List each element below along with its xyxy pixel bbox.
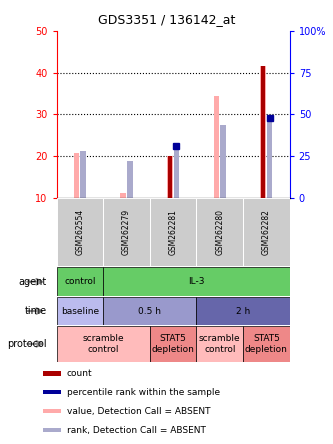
Text: protocol: protocol bbox=[7, 339, 47, 349]
Bar bbox=[43, 372, 61, 376]
Text: GSM262280: GSM262280 bbox=[215, 209, 224, 255]
Text: 0.5 h: 0.5 h bbox=[138, 306, 162, 316]
Bar bbox=[261, 67, 265, 198]
Text: scramble
control: scramble control bbox=[83, 334, 124, 353]
Bar bbox=[43, 428, 61, 432]
Text: GSM262282: GSM262282 bbox=[262, 209, 271, 255]
Bar bbox=[214, 95, 219, 198]
Bar bbox=[121, 194, 126, 198]
Text: 2 h: 2 h bbox=[236, 306, 250, 316]
Bar bbox=[167, 156, 173, 198]
Bar bbox=[43, 390, 61, 394]
Bar bbox=[103, 198, 150, 266]
Bar bbox=[243, 326, 290, 362]
Text: time: time bbox=[25, 306, 47, 316]
Bar bbox=[43, 409, 61, 413]
Text: count: count bbox=[67, 369, 93, 378]
Bar bbox=[196, 198, 243, 266]
Text: agent: agent bbox=[18, 277, 47, 287]
Bar bbox=[150, 326, 196, 362]
Bar bbox=[150, 198, 196, 266]
Bar bbox=[103, 297, 196, 325]
Bar bbox=[173, 147, 179, 198]
Text: scramble
control: scramble control bbox=[199, 334, 240, 353]
Text: STAT5
depletion: STAT5 depletion bbox=[152, 334, 194, 353]
Text: GSM262279: GSM262279 bbox=[122, 209, 131, 255]
Bar bbox=[74, 153, 80, 198]
Text: rank, Detection Call = ABSENT: rank, Detection Call = ABSENT bbox=[67, 426, 206, 435]
Bar bbox=[57, 198, 103, 266]
Bar bbox=[220, 125, 226, 198]
Text: IL-3: IL-3 bbox=[188, 277, 205, 286]
Bar bbox=[80, 151, 86, 198]
Text: GSM262281: GSM262281 bbox=[168, 209, 178, 255]
Bar bbox=[103, 267, 290, 296]
Text: GDS3351 / 136142_at: GDS3351 / 136142_at bbox=[98, 13, 235, 26]
Bar bbox=[267, 119, 272, 198]
Bar bbox=[127, 161, 133, 198]
Text: control: control bbox=[64, 277, 96, 286]
Text: GSM262554: GSM262554 bbox=[75, 209, 85, 255]
Text: percentile rank within the sample: percentile rank within the sample bbox=[67, 388, 220, 397]
Bar bbox=[57, 326, 150, 362]
Bar bbox=[243, 198, 290, 266]
Bar bbox=[57, 297, 103, 325]
Bar bbox=[196, 326, 243, 362]
Text: value, Detection Call = ABSENT: value, Detection Call = ABSENT bbox=[67, 407, 210, 416]
Bar bbox=[168, 156, 172, 198]
Bar bbox=[196, 297, 290, 325]
Text: STAT5
depletion: STAT5 depletion bbox=[245, 334, 288, 353]
Bar bbox=[57, 267, 103, 296]
Bar bbox=[260, 67, 266, 198]
Text: baseline: baseline bbox=[61, 306, 99, 316]
